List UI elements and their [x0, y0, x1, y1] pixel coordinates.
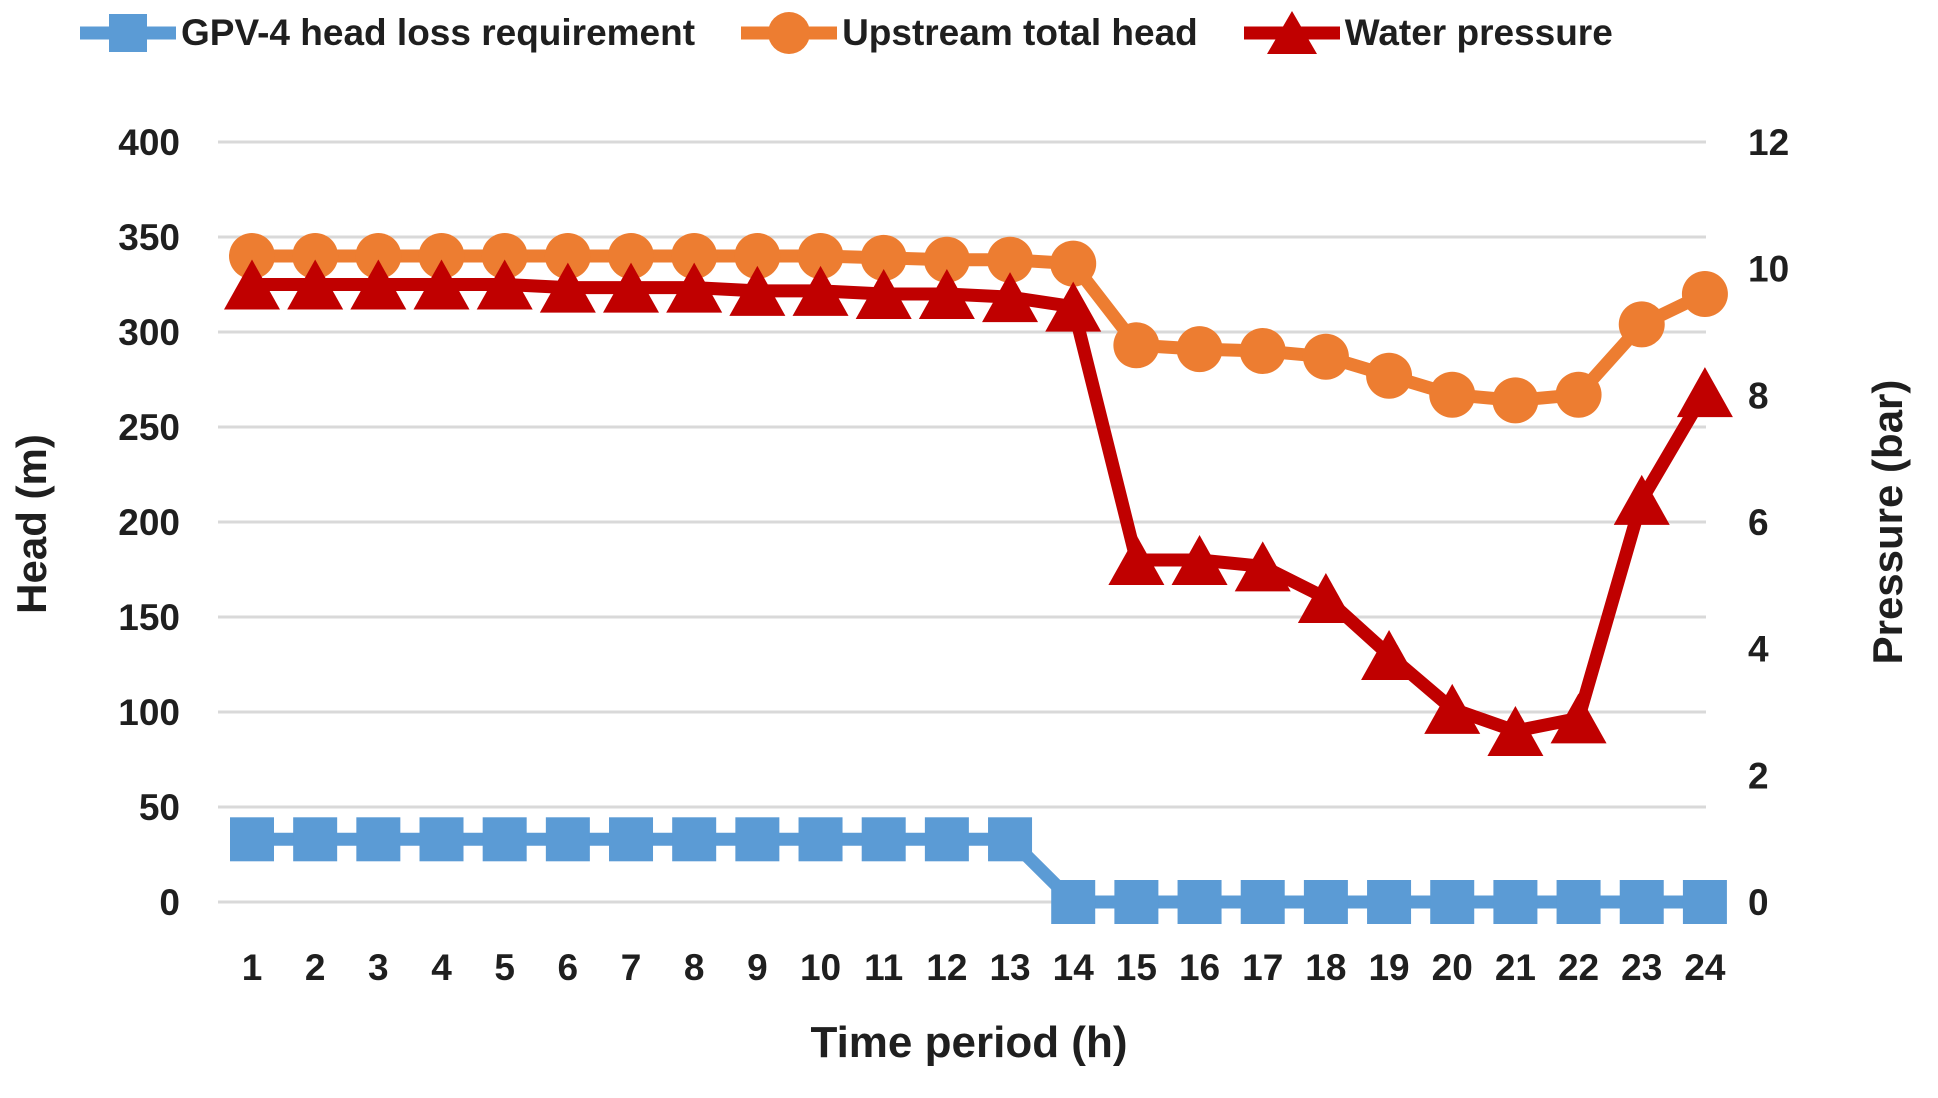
- svg-text:4: 4: [431, 947, 452, 988]
- svg-text:13: 13: [989, 947, 1030, 988]
- red-triangle-legend-marker: [1243, 11, 1340, 54]
- svg-text:400: 400: [118, 122, 180, 163]
- svg-text:4: 4: [1748, 629, 1769, 670]
- svg-text:10: 10: [800, 947, 841, 988]
- legend-label-gpv4: GPV-4 head loss requirement: [181, 12, 696, 53]
- svg-text:18: 18: [1305, 947, 1346, 988]
- orange-circle-legend-marker: [741, 12, 838, 54]
- svg-text:8: 8: [684, 947, 705, 988]
- svg-text:50: 50: [139, 787, 180, 828]
- series-square: [230, 817, 1727, 924]
- right-axis-title: Pressure (bar): [1864, 379, 1911, 665]
- svg-text:12: 12: [1748, 122, 1789, 163]
- svg-text:300: 300: [118, 312, 180, 353]
- svg-text:1: 1: [242, 947, 263, 988]
- legend-item-upstream: Upstream total head: [739, 10, 1198, 56]
- svg-text:250: 250: [118, 407, 180, 448]
- legend-item-pressure: Water pressure: [1242, 10, 1613, 56]
- right-axis-tick-labels: 12 10 8 6 4 2 0: [1748, 122, 1789, 923]
- left-axis-tick-labels: 400 350 300 250 200 150 100 50 0: [118, 122, 180, 923]
- svg-text:0: 0: [1748, 882, 1769, 923]
- svg-text:15: 15: [1116, 947, 1157, 988]
- svg-text:21: 21: [1495, 947, 1536, 988]
- series-circle: [229, 233, 1728, 424]
- svg-text:19: 19: [1368, 947, 1409, 988]
- svg-text:6: 6: [1748, 502, 1769, 543]
- svg-text:200: 200: [118, 502, 180, 543]
- svg-text:17: 17: [1242, 947, 1283, 988]
- svg-text:9: 9: [747, 947, 768, 988]
- svg-text:10: 10: [1748, 249, 1789, 290]
- svg-text:6: 6: [558, 947, 579, 988]
- legend-label-upstream: Upstream total head: [842, 12, 1198, 53]
- svg-text:2: 2: [1748, 755, 1769, 796]
- blue-square-legend-marker: [80, 14, 176, 52]
- svg-text:23: 23: [1621, 947, 1662, 988]
- svg-text:2: 2: [305, 947, 326, 988]
- gridlines: [218, 140, 1706, 904]
- svg-text:3: 3: [368, 947, 389, 988]
- legend: GPV-4 head loss requirement Upstream tot…: [78, 10, 1613, 56]
- svg-text:100: 100: [118, 692, 180, 733]
- svg-text:0: 0: [159, 882, 180, 923]
- svg-text:350: 350: [118, 217, 180, 258]
- svg-text:8: 8: [1748, 375, 1769, 416]
- x-axis-title: Time period (h): [810, 1018, 1128, 1067]
- svg-text:12: 12: [926, 947, 967, 988]
- svg-text:14: 14: [1053, 947, 1095, 988]
- series-triangle: [224, 259, 1733, 756]
- legend-label-pressure: Water pressure: [1344, 12, 1613, 53]
- svg-text:22: 22: [1558, 947, 1599, 988]
- svg-text:24: 24: [1684, 947, 1726, 988]
- svg-text:150: 150: [118, 597, 180, 638]
- svg-text:5: 5: [494, 947, 515, 988]
- left-axis-title: Head (m): [8, 434, 55, 614]
- svg-text:20: 20: [1432, 947, 1473, 988]
- svg-text:11: 11: [864, 947, 903, 988]
- legend-item-gpv4: GPV-4 head loss requirement: [78, 10, 695, 56]
- svg-text:7: 7: [621, 947, 642, 988]
- x-axis-tick-labels: 1 2 3 4 5 6 7 8 9 10 11 12 13 14 15 16 17 18 19 20 21 22 23 24: [242, 947, 1726, 988]
- svg-text:16: 16: [1179, 947, 1220, 988]
